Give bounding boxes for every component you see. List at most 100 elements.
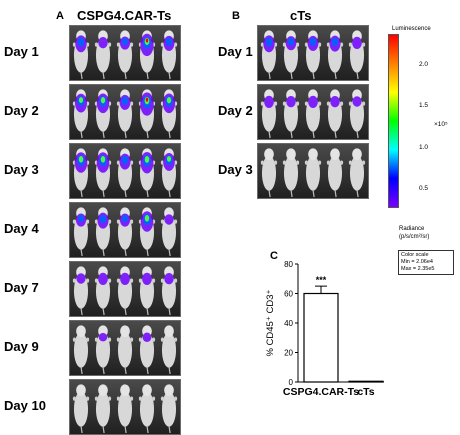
panel-a-mouse-5-5 bbox=[160, 266, 178, 316]
panel-a-mouse-5-3 bbox=[116, 266, 134, 316]
panel-b-day-label-1: Day 1 bbox=[218, 44, 253, 59]
y-tick-label: 20 bbox=[284, 349, 293, 358]
panel-a-mouse-1-4 bbox=[138, 30, 156, 80]
panel-a-image-strip-4 bbox=[69, 202, 181, 258]
panel-a-mouse-6-1 bbox=[72, 325, 90, 375]
panel-a-mouse-1-3 bbox=[116, 30, 134, 80]
panel-a-mouse-7-5 bbox=[160, 384, 178, 434]
panel-a-mouse-3-2 bbox=[94, 148, 112, 198]
panel-a-image-strip-3 bbox=[69, 143, 181, 199]
panel-b-mouse-3-2 bbox=[282, 148, 300, 198]
panel-a-mouse-6-2 bbox=[94, 325, 112, 375]
radiance-label: Radiance bbox=[399, 226, 425, 232]
panel-b-mouse-1-3 bbox=[304, 30, 322, 80]
panel-c-letter: C bbox=[270, 250, 278, 262]
panel-a-mouse-1-2 bbox=[94, 30, 112, 80]
panel-b-image-strip-2 bbox=[257, 84, 369, 140]
y-axis-label: % CD45⁺ CD3⁺ bbox=[265, 289, 276, 356]
panel-a-day-label-6: Day 9 bbox=[4, 339, 39, 354]
panel-a-image-strip-1 bbox=[69, 25, 181, 81]
panel-b-mouse-2-1 bbox=[260, 89, 278, 139]
panel-b-day-label-3: Day 3 bbox=[218, 162, 253, 177]
colorbar-tick-0-5: 0.5 bbox=[419, 185, 429, 192]
panel-a-day-label-4: Day 4 bbox=[4, 221, 39, 236]
panel-a-mouse-6-5 bbox=[160, 325, 178, 375]
panel-a-image-strip-2 bbox=[69, 84, 181, 140]
colorbar-tick-2-0: 2.0 bbox=[419, 61, 429, 68]
radiance-unit-label: (p/s/cm²/sr) bbox=[399, 234, 430, 240]
color-scale-min: Min = 2.06e4 bbox=[401, 259, 433, 265]
panel-b-mouse-1-1 bbox=[260, 30, 278, 80]
panel-a-mouse-4-3 bbox=[116, 207, 134, 257]
panel-a-day-label-5: Day 7 bbox=[4, 280, 39, 295]
panel-a-mouse-4-5 bbox=[160, 207, 178, 257]
panel-a-image-strip-6 bbox=[69, 320, 181, 376]
colorbar-title: Luminescence bbox=[392, 26, 431, 32]
panel-b-mouse-2-3 bbox=[304, 89, 322, 139]
panel-a-mouse-3-4 bbox=[138, 148, 156, 198]
panel-a-mouse-6-3 bbox=[116, 325, 134, 375]
panel-a-mouse-7-4 bbox=[138, 384, 156, 434]
panel-a-mouse-2-4 bbox=[138, 89, 156, 139]
panel-a-mouse-2-5 bbox=[160, 89, 178, 139]
panel-a-mouse-7-3 bbox=[116, 384, 134, 434]
panel-a-mouse-7-2 bbox=[94, 384, 112, 434]
panel-b-title: cTs bbox=[290, 8, 312, 23]
panel-a-mouse-1-1 bbox=[72, 30, 90, 80]
panel-a-day-label-1: Day 1 bbox=[4, 44, 39, 59]
panel-b-mouse-3-4 bbox=[326, 148, 344, 198]
panel-a-mouse-5-2 bbox=[94, 266, 112, 316]
panel-a-mouse-4-1 bbox=[72, 207, 90, 257]
panel-b-mouse-1-4 bbox=[326, 30, 344, 80]
panel-a-mouse-3-3 bbox=[116, 148, 134, 198]
color-scale-max: Max = 2.35e5 bbox=[401, 266, 435, 272]
panel-a-day-label-3: Day 3 bbox=[4, 162, 39, 177]
panel-b-mouse-3-5 bbox=[348, 148, 366, 198]
panel-a-letter: A bbox=[56, 10, 64, 22]
colorbar-gradient bbox=[388, 34, 399, 208]
panel-a-mouse-7-1 bbox=[72, 384, 90, 434]
x-category-label-1: CSPG4.CAR-Ts bbox=[283, 386, 359, 398]
panel-a-mouse-1-5 bbox=[160, 30, 178, 80]
significance-marker: *** bbox=[316, 275, 327, 285]
panel-a-mouse-2-1 bbox=[72, 89, 90, 139]
y-tick-label: 80 bbox=[284, 260, 293, 269]
panel-b-mouse-2-4 bbox=[326, 89, 344, 139]
color-scale-box: Color scale Min = 2.06e4 Max = 2.35e5 bbox=[398, 250, 454, 275]
panel-a-day-label-2: Day 2 bbox=[4, 103, 39, 118]
bar-2 bbox=[348, 380, 384, 383]
panel-b-mouse-3-3 bbox=[304, 148, 322, 198]
colorbar-tick-1-0: 1.0 bbox=[419, 144, 429, 151]
panel-a-mouse-6-4 bbox=[138, 325, 156, 375]
panel-a-mouse-2-3 bbox=[116, 89, 134, 139]
panel-b-mouse-1-5 bbox=[348, 30, 366, 80]
color-scale-title: Color scale bbox=[401, 252, 429, 258]
panel-a-mouse-3-1 bbox=[72, 148, 90, 198]
panel-a-image-strip-7 bbox=[69, 379, 181, 435]
colorbar-tick-1-5: 1.5 bbox=[419, 102, 429, 109]
panel-a-mouse-4-4 bbox=[138, 207, 156, 257]
panel-a-mouse-3-5 bbox=[160, 148, 178, 198]
y-tick-label: 0 bbox=[289, 378, 294, 387]
panel-a-image-strip-5 bbox=[69, 261, 181, 317]
panel-a-mouse-5-4 bbox=[138, 266, 156, 316]
panel-b-letter: B bbox=[232, 10, 240, 22]
y-tick-label: 60 bbox=[284, 290, 293, 299]
bar-1 bbox=[303, 292, 339, 383]
panel-a-mouse-5-1 bbox=[72, 266, 90, 316]
panel-a-title: CSPG4.CAR-Ts bbox=[77, 8, 172, 23]
panel-b-mouse-3-1 bbox=[260, 148, 278, 198]
x-category-label-2: cTs bbox=[357, 386, 374, 398]
panel-b-image-strip-3 bbox=[257, 143, 369, 199]
panel-b-mouse-2-5 bbox=[348, 89, 366, 139]
panel-b-mouse-2-2 bbox=[282, 89, 300, 139]
panel-a-mouse-4-2 bbox=[94, 207, 112, 257]
panel-a-day-label-7: Day 10 bbox=[4, 398, 46, 413]
panel-b-image-strip-1 bbox=[257, 25, 369, 81]
panel-b-mouse-1-2 bbox=[282, 30, 300, 80]
panel-a-mouse-2-2 bbox=[94, 89, 112, 139]
panel-b-day-label-2: Day 2 bbox=[218, 103, 253, 118]
y-tick-label: 40 bbox=[284, 319, 293, 328]
colorbar-multiplier: ×10⁵ bbox=[434, 121, 448, 128]
